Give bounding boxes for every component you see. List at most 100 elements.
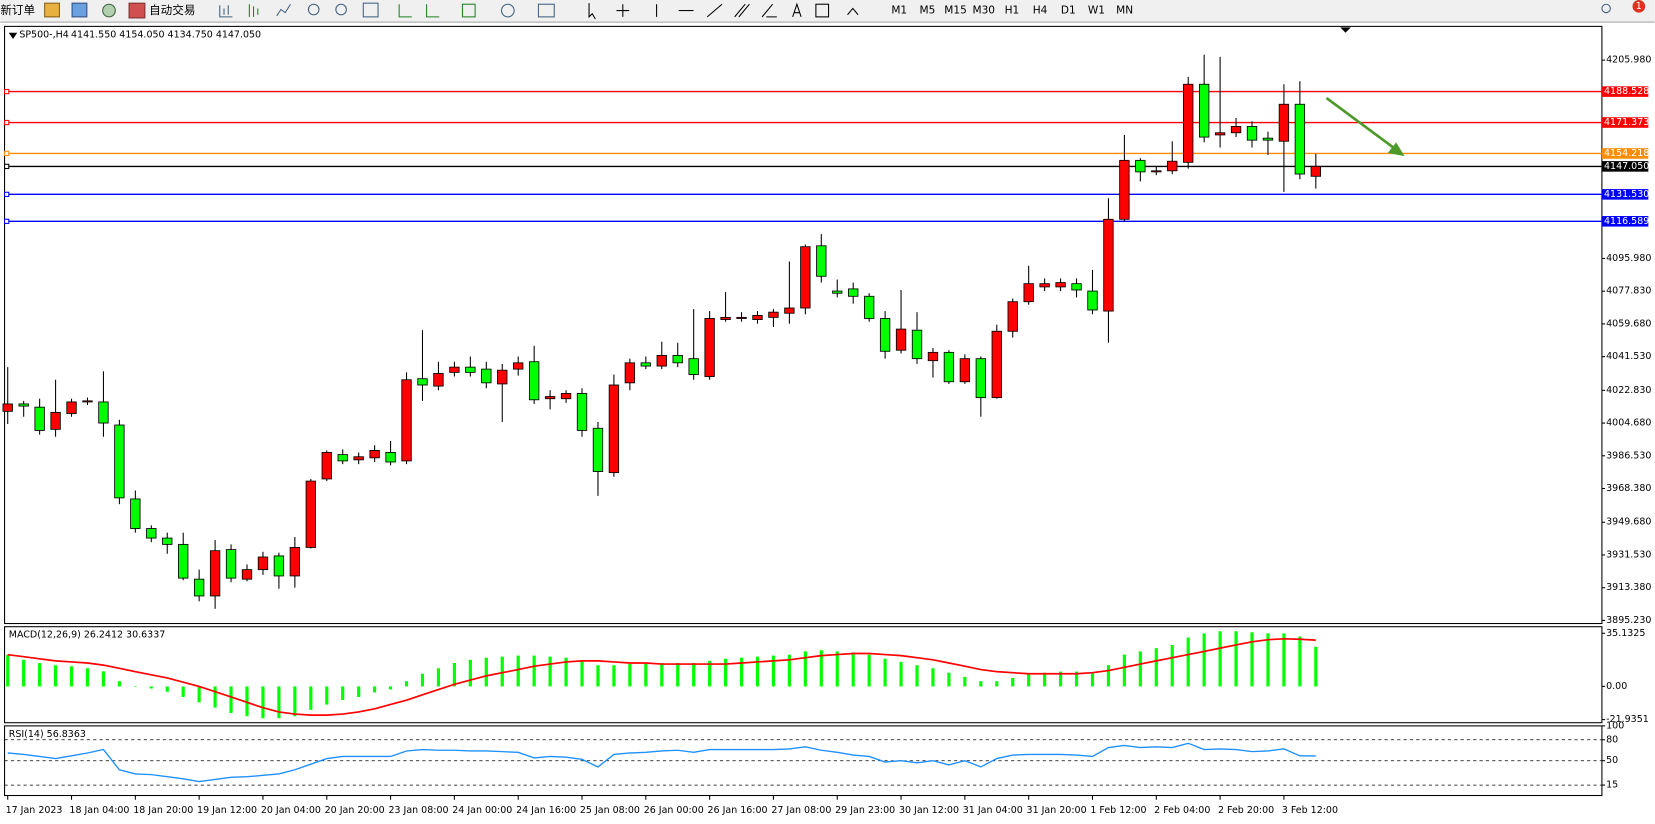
candle-body (624, 362, 636, 384)
candle-body (720, 316, 731, 320)
macd-bar (963, 676, 967, 687)
candle-body (800, 246, 811, 309)
timeframe-button[interactable]: M1 (891, 5, 907, 17)
macd-bar (261, 686, 265, 719)
level-label: 4188.528 (1604, 86, 1649, 97)
macd-bar (165, 686, 169, 692)
macd-bar (580, 660, 584, 687)
candle-body (369, 450, 380, 459)
text-icon[interactable] (792, 2, 802, 18)
x-tick-label: 2 Feb 04:00 (1154, 805, 1210, 816)
macd-bar (564, 657, 568, 687)
icon[interactable] (44, 2, 60, 18)
macd-bar (6, 654, 10, 687)
scroll-icon[interactable] (398, 4, 412, 18)
y-tick-label: 3949.680 (1606, 517, 1651, 528)
macd-bar (1090, 672, 1095, 687)
candle-body (337, 454, 348, 462)
new-order-button[interactable]: 新订单 (0, 3, 35, 17)
trendline-icon[interactable] (706, 3, 723, 18)
candle-body (1183, 83, 1194, 163)
zoom-in-icon[interactable] (307, 3, 320, 16)
shift-icon[interactable] (426, 4, 440, 18)
timeframe-button[interactable]: M5 (920, 5, 936, 17)
level-tag (1601, 161, 1649, 172)
y-tick-label: -21.9351 (1606, 714, 1649, 725)
crosshair-icon[interactable] (616, 4, 630, 17)
candle-body (848, 288, 859, 297)
level-tag (1601, 117, 1649, 128)
candle-chart-icon[interactable] (248, 4, 259, 17)
icon[interactable] (102, 3, 116, 18)
candle-body (704, 318, 715, 377)
candle-body (592, 427, 604, 472)
symbol-title: SP500-,H4 (19, 29, 68, 40)
level-label: 4171.373 (1604, 117, 1649, 128)
timeframe-button[interactable]: H1 (1005, 5, 1020, 17)
candle-body (608, 384, 620, 474)
zoom-out-icon[interactable] (335, 3, 347, 16)
line-chart-icon[interactable] (276, 3, 291, 17)
candle-body (162, 537, 173, 545)
macd-bar (277, 686, 281, 719)
macd-bar (1106, 665, 1111, 687)
candle-body (672, 355, 683, 364)
timeframe-button[interactable]: H4 (1033, 5, 1048, 17)
template-icon[interactable] (537, 3, 555, 18)
macd-bar (979, 681, 983, 687)
x-tick-label: 18 Jan 04:00 (69, 805, 129, 816)
macd-bar (1282, 633, 1286, 687)
candle-body (688, 358, 699, 375)
ohlc-readout: 4141.550 4154.050 4134.750 4147.050 (71, 29, 261, 40)
level-handle (4, 150, 10, 157)
auto-trading-button[interactable]: 自动交易 (149, 3, 195, 17)
candle-body (752, 314, 763, 320)
macd-bar (1186, 637, 1190, 687)
level-tag (1601, 148, 1649, 159)
macd-bar (133, 686, 137, 687)
macd-bar (117, 681, 121, 687)
channel-icon[interactable] (734, 3, 750, 18)
candle-body (768, 311, 779, 318)
macd-bar (452, 662, 456, 687)
tile-icon[interactable] (362, 2, 379, 18)
candle-body (911, 329, 923, 360)
notification-badge[interactable] (1632, 0, 1646, 13)
level-label: 4131.530 (1604, 189, 1649, 200)
label-icon[interactable] (815, 3, 830, 18)
x-tick-label: 17 Jan 2023 (6, 805, 63, 816)
candle-body (497, 369, 508, 385)
candle-body (465, 366, 476, 373)
arrows-icon[interactable] (847, 7, 859, 16)
macd-bar (1043, 672, 1047, 687)
candle-body (1230, 126, 1242, 134)
candle-body (816, 245, 827, 277)
macd-bar (69, 666, 74, 687)
macd-bar (500, 656, 504, 687)
timeframe-button[interactable]: M30 (972, 5, 995, 17)
period-icon[interactable] (500, 3, 515, 18)
timeframe-button[interactable]: M15 (944, 5, 967, 17)
macd-bar (1218, 631, 1222, 687)
indicators-icon[interactable] (461, 3, 476, 18)
timeframe-button[interactable]: MN (1116, 5, 1133, 17)
icon[interactable] (71, 2, 88, 18)
macd-bar (723, 658, 728, 687)
timeframe-button[interactable]: W1 (1088, 5, 1105, 17)
rsi-line (7, 742, 1316, 783)
candle-body (560, 393, 572, 400)
auto-trading-icon[interactable] (128, 2, 146, 19)
fibo-icon[interactable] (761, 3, 777, 18)
search-icon[interactable] (1601, 3, 1611, 14)
level-label: 4154.218 (1604, 148, 1649, 159)
y-tick-label: 4205.980 (1606, 55, 1651, 66)
macd-bar (325, 686, 329, 705)
candle-body (1151, 170, 1162, 173)
y-tick-label: 4041.530 (1606, 351, 1651, 362)
bar-chart-icon[interactable] (219, 5, 233, 18)
timeframe-bar: M1 M5 M15 M30 H1 H4 D1 W1 MN (891, 5, 1133, 17)
macd-bar (468, 659, 472, 687)
timeframe-button[interactable]: D1 (1061, 5, 1076, 17)
cursor-icon[interactable] (588, 3, 596, 20)
macd-bar (867, 654, 871, 687)
